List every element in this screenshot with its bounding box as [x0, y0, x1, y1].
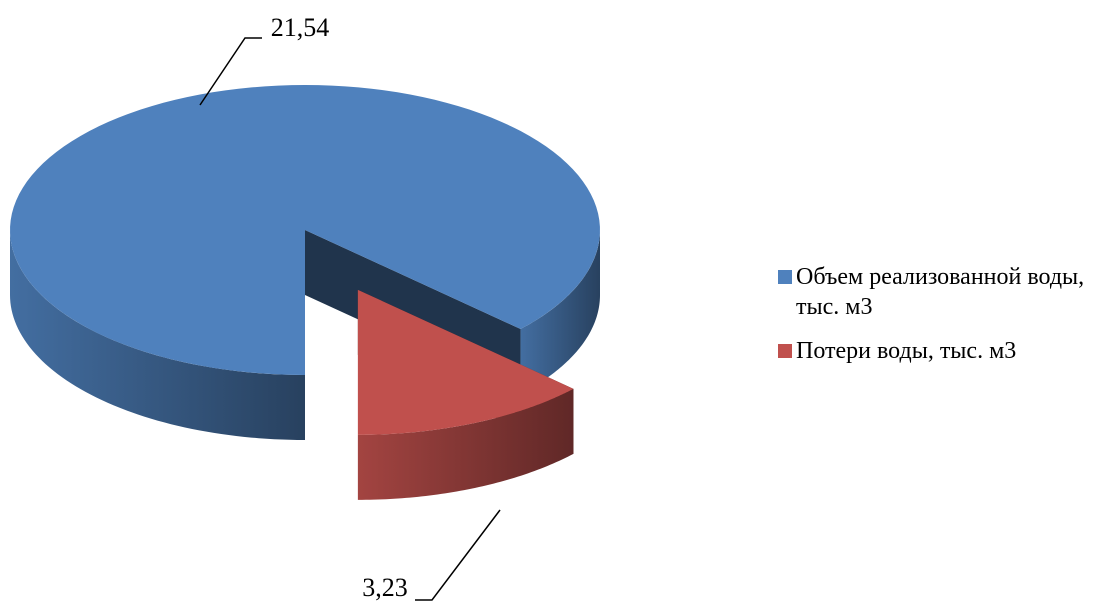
legend-item: Объем реализованной воды, тыс. м3: [778, 262, 1103, 322]
slice-top: [357, 289, 574, 435]
data-label: 3,23: [362, 573, 408, 602]
leader-line: [415, 509, 501, 601]
legend-item: Потери воды, тыс. м3: [778, 336, 1103, 366]
legend: Объем реализованной воды, тыс. м3 Потери …: [778, 262, 1103, 380]
slice-top: [10, 85, 600, 375]
legend-label: Объем реализованной воды, тыс. м3: [796, 264, 1085, 320]
data-label: 21,54: [271, 13, 330, 42]
slice-side: [10, 230, 305, 440]
legend-label: Потери воды, тыс. м3: [796, 338, 1017, 364]
legend-swatch: [778, 270, 792, 284]
slice-side: [520, 230, 600, 394]
slice: [357, 289, 574, 500]
legend-swatch: [778, 344, 792, 358]
leader-line: [199, 37, 262, 106]
slice-side: [357, 388, 574, 500]
